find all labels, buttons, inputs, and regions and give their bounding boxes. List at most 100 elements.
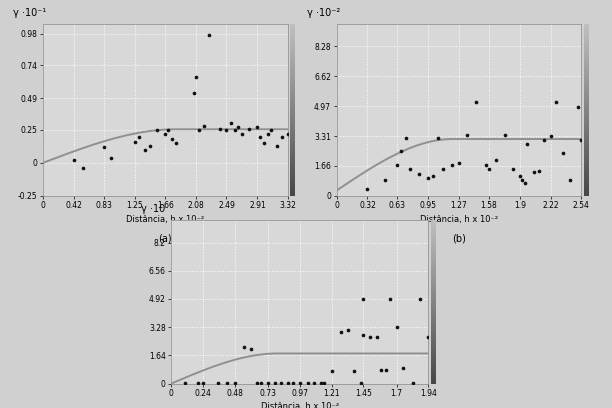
Point [573, 104, 583, 111]
Point [365, 334, 375, 340]
Point [215, 125, 225, 132]
Point [270, 379, 280, 386]
Point [145, 142, 155, 149]
Point [316, 379, 326, 386]
Point [204, 32, 214, 38]
Text: (a): (a) [159, 233, 172, 244]
Point [405, 166, 415, 172]
Point [167, 136, 177, 142]
Point [539, 137, 549, 143]
Point [349, 368, 359, 375]
Point [491, 157, 501, 163]
Point [255, 133, 265, 140]
Point [259, 140, 269, 146]
Point [189, 90, 199, 96]
Point [534, 167, 544, 174]
Point [454, 160, 464, 166]
Point [319, 379, 329, 386]
X-axis label: Distância, h x 10⁻²: Distância, h x 10⁻² [420, 215, 498, 224]
Point [380, 176, 390, 183]
Point [193, 379, 203, 386]
Point [398, 365, 408, 371]
Point [397, 147, 406, 154]
Point [239, 344, 249, 351]
Point [152, 126, 162, 133]
Point [447, 162, 457, 169]
Point [408, 379, 417, 386]
Point [233, 124, 243, 131]
Point [372, 334, 382, 340]
Point [392, 162, 402, 169]
Point [171, 140, 181, 146]
Point [362, 185, 372, 192]
Point [481, 162, 491, 169]
Point [78, 165, 88, 171]
Point [529, 169, 539, 176]
Point [106, 154, 116, 161]
Point [501, 131, 510, 138]
Point [230, 126, 239, 133]
Point [577, 137, 586, 143]
Point [213, 379, 223, 386]
Point [303, 379, 313, 386]
Point [558, 149, 568, 156]
Point [295, 379, 305, 386]
Point [226, 120, 236, 126]
Point [414, 171, 424, 177]
Point [343, 327, 353, 333]
Point [263, 379, 273, 386]
Point [359, 296, 368, 303]
Point [438, 166, 447, 172]
Point [246, 346, 256, 353]
Point [565, 176, 575, 183]
Point [359, 332, 368, 339]
Point [130, 139, 140, 145]
Point [515, 173, 524, 179]
Point [551, 99, 561, 105]
Point [428, 173, 438, 179]
Point [356, 379, 366, 386]
Point [266, 126, 276, 133]
Point [194, 126, 204, 133]
Point [517, 176, 526, 183]
Text: γ ·10⁻¹: γ ·10⁻¹ [13, 8, 47, 18]
Point [433, 135, 442, 142]
Point [180, 379, 190, 386]
Point [310, 379, 319, 386]
Point [198, 379, 208, 386]
Point [523, 140, 532, 147]
Point [288, 379, 298, 386]
Point [199, 123, 209, 129]
Point [253, 379, 263, 386]
Point [484, 166, 494, 172]
Point [546, 133, 556, 140]
Point [462, 131, 472, 138]
Point [508, 166, 518, 172]
Point [244, 125, 254, 132]
Point [134, 133, 144, 140]
Point [272, 142, 282, 149]
Point [401, 135, 411, 142]
Point [283, 131, 293, 137]
Point [283, 379, 293, 386]
Text: γ ·10⁻²: γ ·10⁻² [307, 8, 340, 18]
Point [327, 368, 337, 375]
Point [381, 366, 391, 373]
Text: (b): (b) [452, 233, 466, 244]
Point [277, 379, 286, 386]
Point [416, 296, 425, 303]
Point [278, 133, 288, 140]
Point [392, 324, 401, 330]
Point [192, 74, 201, 80]
Point [385, 296, 395, 303]
Point [520, 180, 529, 186]
Point [253, 124, 263, 131]
Point [222, 126, 231, 133]
Point [376, 366, 386, 373]
X-axis label: Distância, h x 10⁻²: Distância, h x 10⁻² [261, 402, 339, 408]
Point [99, 144, 109, 150]
Point [222, 379, 232, 386]
Point [230, 379, 240, 386]
X-axis label: Distância, h x 10⁻²: Distância, h x 10⁻² [126, 215, 204, 224]
Point [163, 126, 173, 133]
